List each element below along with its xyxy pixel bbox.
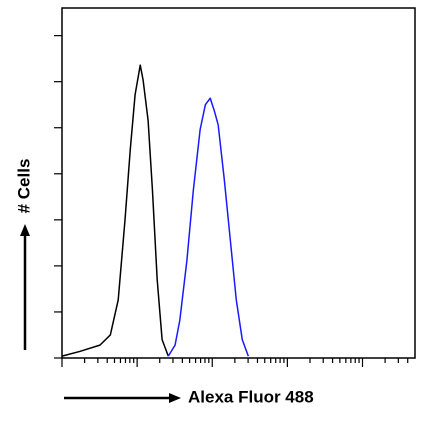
plot-frame [61,7,416,359]
x-axis-label: Alexa Fluor 488 [188,387,314,406]
y-axis-label: # Cells [14,159,33,214]
histogram-line [167,97,250,357]
y-arrowhead [20,224,30,236]
x-arrowhead [169,393,181,403]
histogram-line [61,64,169,357]
